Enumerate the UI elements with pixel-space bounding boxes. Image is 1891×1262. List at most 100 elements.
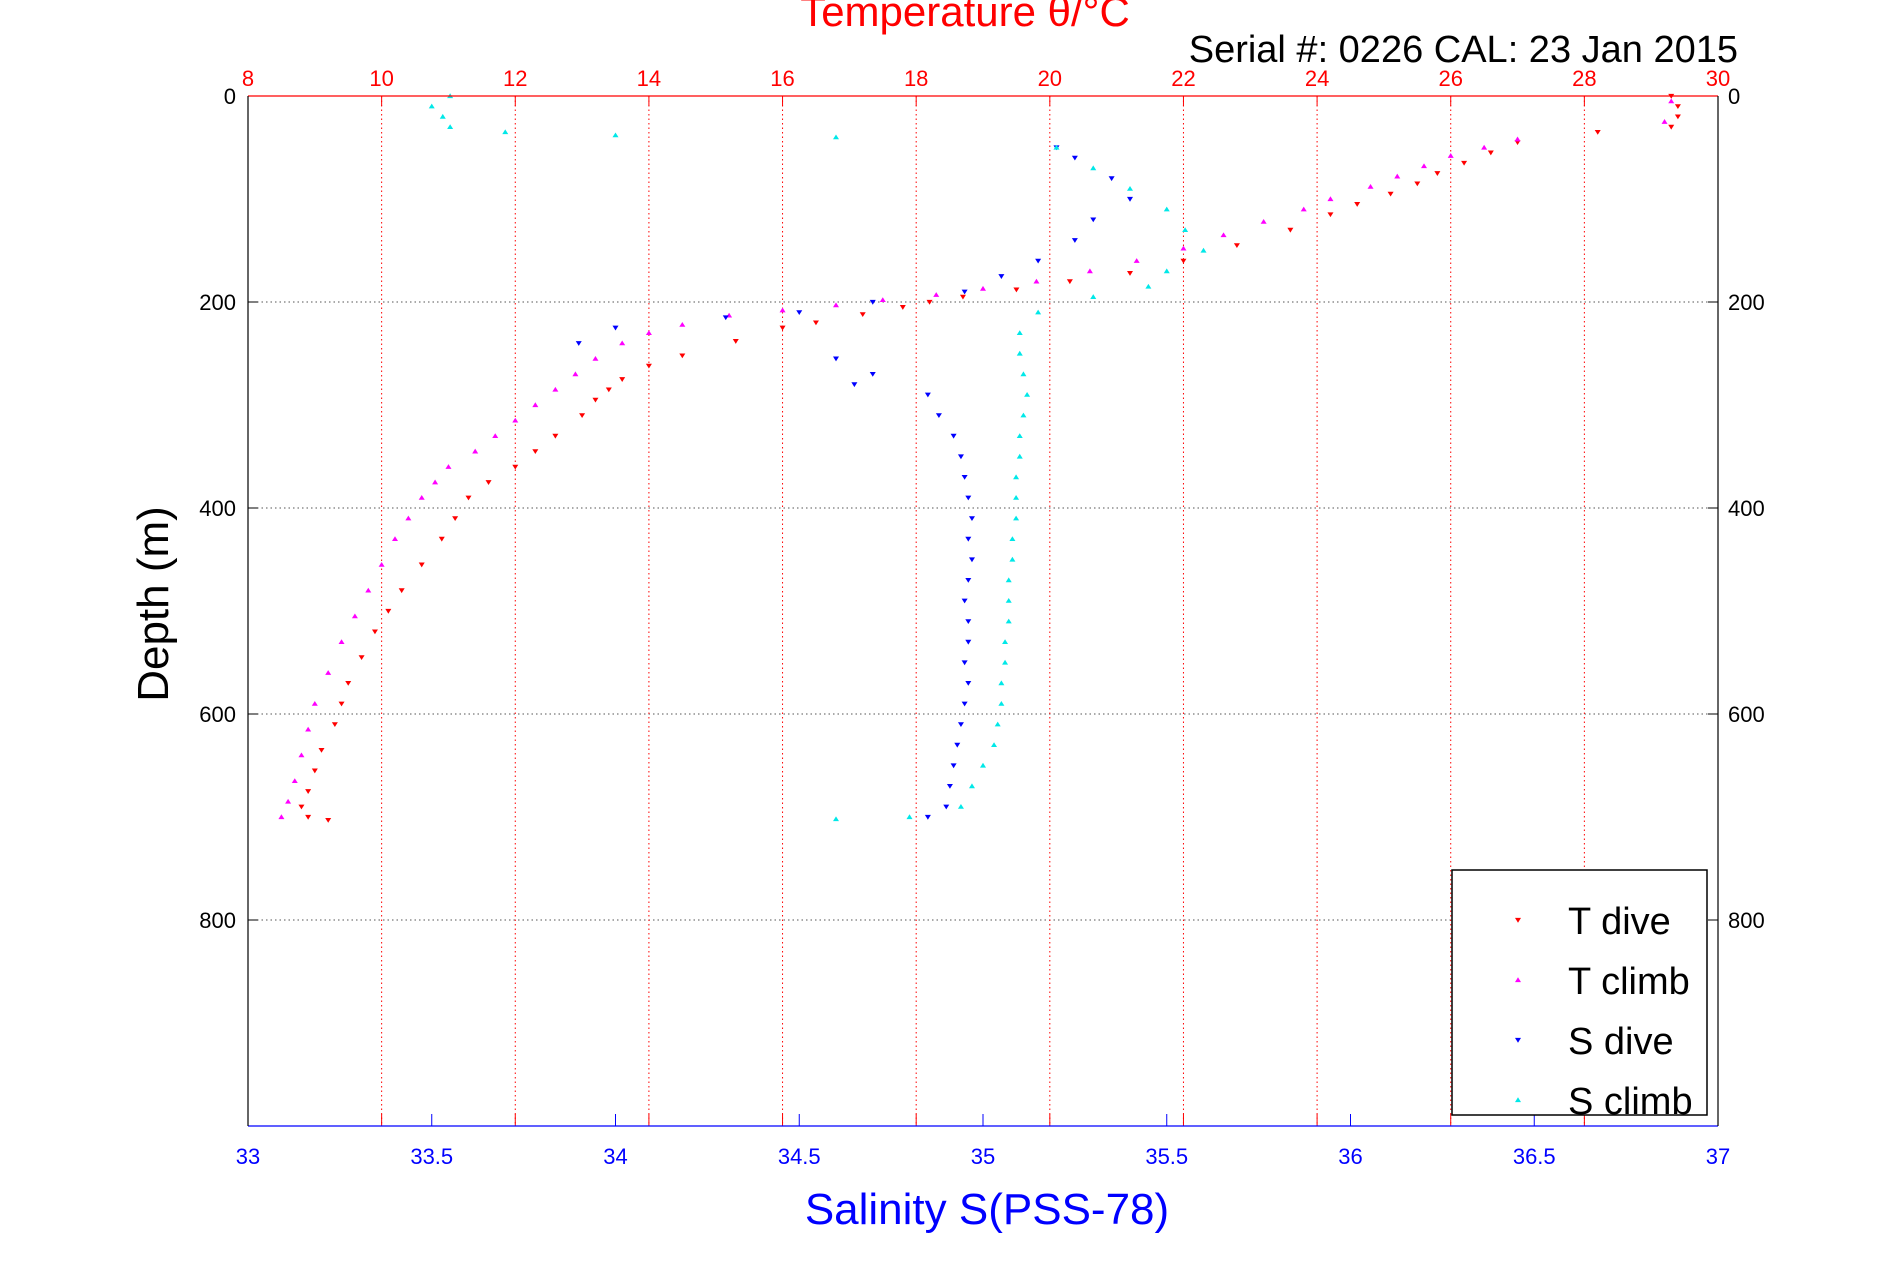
data-point — [418, 562, 425, 568]
data-point — [1090, 294, 1097, 299]
data-point — [305, 726, 312, 732]
data-point — [1127, 186, 1133, 191]
series-s-climb — [428, 93, 1207, 822]
data-point — [445, 464, 452, 469]
data-point — [833, 302, 839, 308]
data-point — [1300, 206, 1307, 212]
data-point — [968, 557, 975, 563]
data-point — [1394, 173, 1401, 179]
axes: 0 0 200 200 400 400 600 600 800 800 8 10 12 14 16 18 20 2… — [199, 66, 1764, 1169]
temperature-tick-label: 20 — [1038, 66, 1062, 91]
data-point — [438, 536, 445, 542]
data-point — [371, 629, 378, 635]
data-point — [1090, 165, 1097, 171]
data-point — [991, 742, 998, 747]
data-point — [325, 670, 332, 675]
data-point — [1182, 227, 1189, 232]
data-point — [331, 722, 338, 727]
data-point — [965, 495, 972, 501]
data-point — [1163, 206, 1170, 212]
data-point — [278, 814, 285, 820]
data-point — [1071, 238, 1078, 243]
data-point — [1327, 212, 1334, 218]
data-point — [1016, 433, 1023, 438]
data-point — [980, 285, 986, 291]
data-point — [961, 660, 968, 666]
data-point — [998, 680, 1005, 686]
legend-marker — [1515, 917, 1521, 923]
data-point — [1020, 412, 1027, 418]
data-point — [965, 578, 972, 583]
legend-label: S climb — [1568, 1081, 1693, 1123]
data-point — [338, 639, 345, 644]
data-point — [619, 340, 626, 346]
depth-tick-label-right: 200 — [1728, 290, 1765, 315]
data-point — [1487, 150, 1494, 156]
data-point — [1108, 176, 1115, 182]
salinity-tick-label: 37 — [1706, 1144, 1730, 1169]
data-point — [1674, 104, 1681, 109]
data-point — [405, 515, 412, 521]
data-point — [833, 816, 839, 822]
data-point — [645, 363, 652, 369]
temperature-tick-label: 26 — [1438, 66, 1462, 91]
data-point — [592, 397, 599, 403]
temperature-tick-label: 16 — [770, 66, 794, 91]
salinity-tick-label: 36.5 — [1513, 1144, 1556, 1169]
data-point — [1514, 136, 1521, 142]
data-point — [452, 516, 459, 521]
temperature-tick-label: 10 — [369, 66, 393, 91]
data-point — [1481, 144, 1488, 150]
data-point — [605, 387, 612, 393]
temperature-tick-label: 18 — [904, 66, 928, 91]
depth-tick-label-left: 0 — [224, 84, 236, 109]
data-point — [796, 310, 803, 315]
data-point — [1090, 217, 1097, 223]
data-point — [1053, 144, 1060, 150]
data-point — [428, 103, 435, 109]
series-t-climb — [278, 98, 1675, 820]
data-point — [1071, 155, 1078, 161]
legend: T dive T climb S dive S climb — [1451, 869, 1708, 1123]
data-point — [1661, 119, 1668, 124]
depth-tick-label-right: 0 — [1728, 84, 1740, 109]
salinity-tick-label: 33 — [236, 1144, 260, 1169]
data-point — [1674, 114, 1681, 120]
series-s-dive — [575, 145, 1133, 820]
data-point — [1086, 268, 1093, 274]
depth-tick-label-right: 600 — [1728, 702, 1765, 727]
data-point — [1016, 453, 1023, 459]
data-point — [935, 413, 942, 418]
data-point — [439, 113, 446, 119]
data-point — [924, 392, 931, 398]
data-point — [1005, 598, 1012, 603]
data-point — [1180, 258, 1187, 264]
data-point — [1421, 163, 1427, 169]
data-point — [1594, 129, 1601, 135]
data-point — [378, 561, 385, 567]
legend-marker — [1515, 1097, 1521, 1103]
salinity-tick-label: 34.5 — [778, 1144, 821, 1169]
data-point — [358, 655, 365, 661]
data-point — [899, 305, 906, 310]
temperature-tick-label: 30 — [1706, 66, 1730, 91]
data-point — [592, 355, 599, 361]
data-point — [1133, 258, 1140, 263]
data-point — [1005, 618, 1012, 624]
legend-box — [1451, 869, 1708, 1116]
data-point — [1013, 474, 1020, 480]
data-point — [961, 289, 968, 295]
data-point — [1220, 232, 1227, 238]
data-point — [869, 372, 876, 377]
data-point — [968, 516, 975, 521]
data-point — [1005, 577, 1012, 583]
data-point — [385, 608, 392, 614]
legend-label: S dive — [1568, 1021, 1674, 1063]
data-point — [833, 356, 839, 362]
data-point — [1009, 556, 1016, 562]
data-point — [980, 762, 986, 768]
data-point — [679, 353, 686, 359]
data-point — [965, 619, 972, 624]
data-point — [1145, 283, 1152, 289]
